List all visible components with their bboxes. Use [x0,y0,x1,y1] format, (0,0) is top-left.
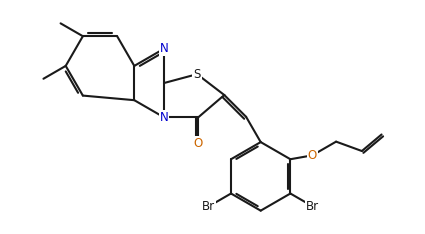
Text: Br: Br [306,200,319,213]
Text: O: O [308,149,317,162]
Text: Br: Br [202,200,215,213]
Text: S: S [193,68,201,81]
Text: N: N [160,42,168,55]
Text: O: O [194,136,203,150]
Text: N: N [160,111,168,124]
